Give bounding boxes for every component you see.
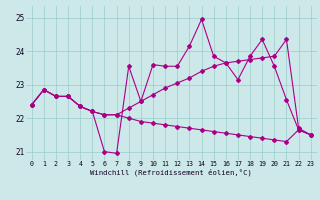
X-axis label: Windchill (Refroidissement éolien,°C): Windchill (Refroidissement éolien,°C) (90, 169, 252, 176)
